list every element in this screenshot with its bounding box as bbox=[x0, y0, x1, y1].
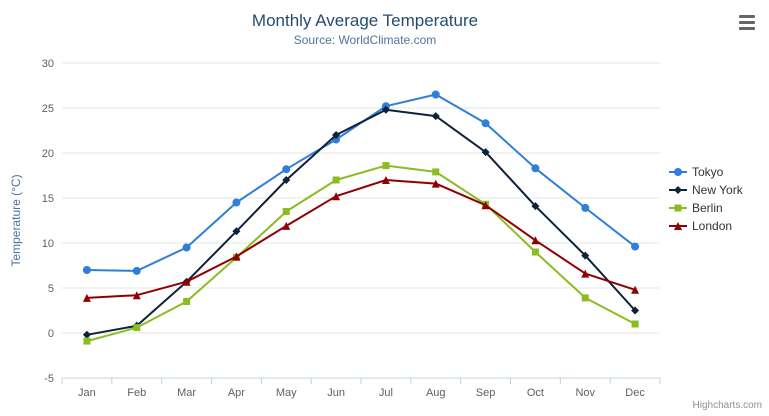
legend-label: Tokyo bbox=[692, 165, 724, 179]
y-tick-label: 0 bbox=[48, 328, 54, 340]
data-point bbox=[82, 330, 91, 339]
data-point bbox=[381, 176, 390, 184]
data-point bbox=[82, 293, 91, 302]
data-point bbox=[182, 243, 191, 252]
series-line-tokyo bbox=[85, 93, 637, 272]
legend-marker-icon bbox=[669, 168, 687, 176]
legend: Tokyo New York Berlin London bbox=[669, 163, 743, 235]
x-tick-label: Dec bbox=[625, 387, 645, 399]
data-point bbox=[674, 222, 682, 230]
data-point bbox=[431, 112, 440, 121]
series-line-london bbox=[85, 179, 637, 299]
y-axis-title: Temperature (°C) bbox=[9, 174, 23, 266]
data-point bbox=[631, 320, 639, 328]
data-point bbox=[531, 164, 540, 173]
data-point bbox=[132, 291, 141, 300]
series-line-berlin bbox=[85, 164, 637, 343]
credits-link[interactable]: Highcharts.com bbox=[692, 400, 762, 411]
x-tick-label: Mar bbox=[177, 387, 196, 399]
data-point bbox=[531, 236, 540, 245]
data-point bbox=[531, 202, 540, 211]
chart-title: Monthly Average Temperature bbox=[251, 11, 479, 30]
legend-item-berlin[interactable]: Berlin bbox=[669, 199, 743, 217]
x-tick-label: Sep bbox=[476, 387, 496, 399]
legend-item-new-york[interactable]: New York bbox=[669, 181, 743, 199]
y-tick-label: 30 bbox=[42, 58, 54, 70]
legend-marker-icon bbox=[669, 222, 687, 230]
data-point bbox=[282, 176, 291, 184]
data-point bbox=[481, 201, 490, 210]
hamburger-icon bbox=[739, 15, 755, 18]
data-point bbox=[282, 165, 291, 174]
legend-item-tokyo[interactable]: Tokyo bbox=[669, 163, 743, 181]
data-point bbox=[531, 248, 539, 256]
data-point bbox=[332, 131, 341, 139]
chart-subtitle: Source: WorldClimate.com bbox=[293, 33, 437, 47]
data-point bbox=[133, 324, 141, 332]
data-point bbox=[232, 227, 241, 236]
legend-marker-icon bbox=[669, 186, 687, 194]
x-tick-label: Oct bbox=[527, 387, 544, 399]
x-tick-label: Feb bbox=[127, 387, 146, 399]
x-tick-label: Jul bbox=[379, 387, 393, 399]
data-point bbox=[382, 162, 390, 170]
data-point bbox=[581, 269, 590, 278]
legend-label: Berlin bbox=[692, 201, 723, 215]
data-point bbox=[82, 266, 91, 274]
data-point bbox=[674, 186, 682, 194]
data-point bbox=[581, 294, 589, 302]
x-tick-label: Jan bbox=[78, 387, 96, 399]
data-point bbox=[581, 203, 590, 212]
x-tick-label: Apr bbox=[228, 387, 245, 399]
data-point bbox=[332, 192, 341, 201]
y-tick-label: 15 bbox=[42, 193, 54, 205]
data-point bbox=[232, 252, 241, 261]
data-point bbox=[674, 204, 682, 212]
x-tick-label: Aug bbox=[426, 387, 446, 399]
y-tick-label: 10 bbox=[42, 238, 54, 250]
x-tick-label: Jun bbox=[327, 387, 345, 399]
data-point bbox=[432, 168, 440, 176]
series-line-new-york bbox=[85, 108, 637, 336]
data-point bbox=[182, 277, 191, 286]
data-point bbox=[431, 90, 440, 99]
legend-label: New York bbox=[692, 183, 743, 197]
data-point bbox=[481, 148, 490, 157]
y-tick-label: -5 bbox=[44, 373, 54, 385]
data-point bbox=[381, 105, 390, 114]
y-tick-label: 25 bbox=[42, 103, 54, 115]
data-point bbox=[183, 298, 191, 305]
data-point bbox=[631, 242, 640, 251]
data-point bbox=[282, 208, 290, 215]
data-point bbox=[282, 221, 291, 230]
export-menu-button[interactable] bbox=[739, 15, 755, 30]
data-point bbox=[332, 176, 340, 184]
data-point bbox=[232, 198, 241, 207]
y-tick-label: 5 bbox=[48, 283, 54, 295]
legend-label: London bbox=[692, 219, 733, 233]
y-tick-label: 20 bbox=[42, 148, 54, 160]
legend-marker-icon bbox=[669, 204, 687, 212]
data-point bbox=[631, 306, 640, 315]
data-point bbox=[674, 168, 682, 176]
data-point bbox=[431, 179, 440, 188]
data-point bbox=[83, 337, 91, 345]
legend-item-london[interactable]: London bbox=[669, 217, 743, 235]
data-point bbox=[481, 119, 490, 128]
x-tick-label: May bbox=[276, 387, 297, 399]
data-point bbox=[132, 266, 141, 275]
x-tick-label: Nov bbox=[575, 387, 595, 399]
data-point bbox=[581, 251, 590, 260]
data-point bbox=[631, 285, 640, 294]
